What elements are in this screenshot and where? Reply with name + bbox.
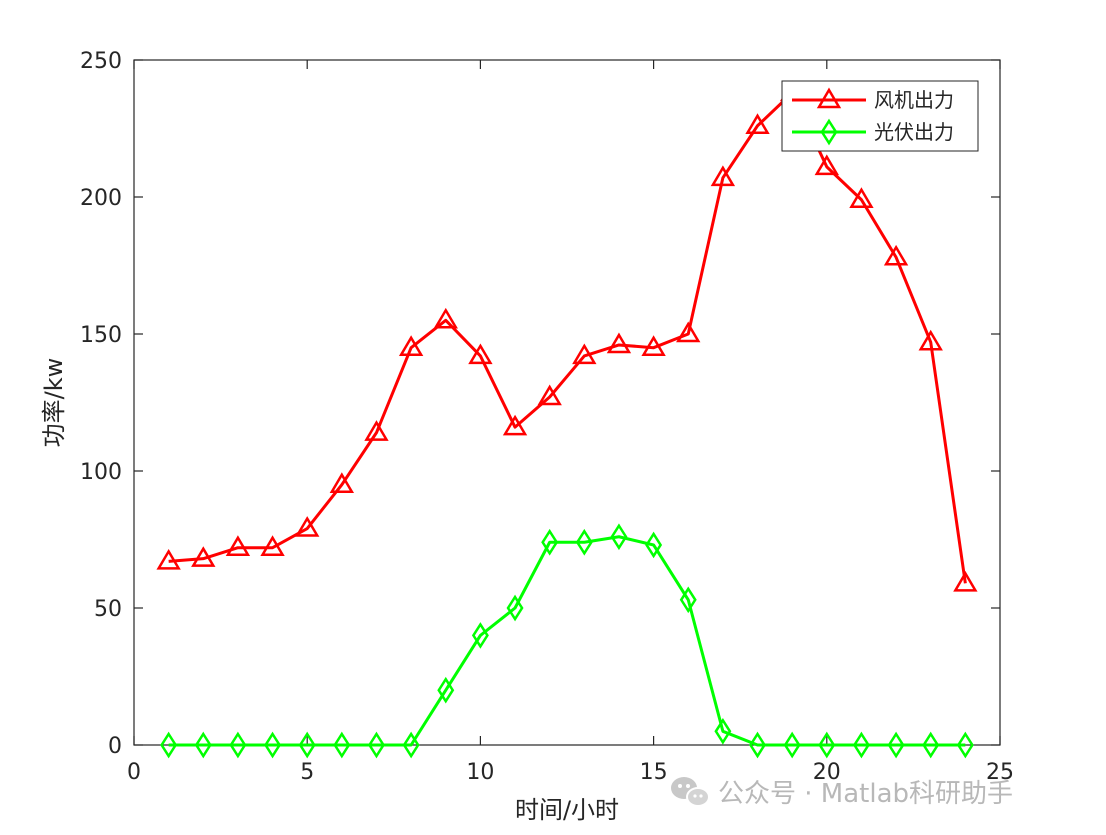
data-point [471, 622, 489, 649]
y-tick-label: 150 [80, 323, 122, 348]
y-tick-label: 200 [80, 186, 122, 211]
data-point [260, 535, 285, 556]
data-point [437, 676, 455, 704]
series-2 [160, 523, 974, 759]
data-point [610, 523, 628, 551]
data-point [229, 731, 247, 759]
data-point [852, 731, 870, 759]
data-point [194, 731, 212, 759]
data-point [679, 586, 697, 614]
plot-frame [133, 59, 1001, 746]
x-tick-label: 25 [986, 760, 1014, 785]
x-tick-label: 15 [640, 760, 668, 785]
data-point [918, 329, 943, 351]
data-point [298, 731, 316, 759]
data-point [783, 731, 801, 759]
data-point [433, 307, 458, 329]
data-point [883, 244, 909, 266]
y-axis-label: 功率/kw [40, 358, 68, 448]
watermark-text: 公众号 · Matlab科研助手 [718, 779, 1013, 809]
data-point [506, 594, 524, 622]
x-tick-label: 0 [127, 760, 141, 785]
series-1 [156, 80, 978, 592]
data-point [329, 472, 355, 493]
data-point [572, 343, 597, 365]
data-point [749, 731, 767, 759]
data-point [264, 731, 282, 759]
data-point [814, 154, 839, 176]
legend-label: 光伏出力 [874, 120, 954, 144]
data-point [225, 535, 251, 556]
series-layer [156, 80, 978, 759]
data-point [645, 531, 663, 559]
data-point [710, 165, 736, 187]
x-axis-ticks: 0 5 10 15 20 25 [127, 60, 1014, 785]
legend-box [781, 80, 979, 152]
watermark: 公众号 · Matlab科研助手 [671, 777, 1013, 809]
data-point [676, 321, 701, 343]
data-point [818, 731, 836, 759]
data-point [402, 731, 420, 759]
y-axis-ticks: 0 50 100 150 200 250 [80, 49, 1000, 759]
x-tick-label: 5 [300, 760, 314, 785]
legend-marker [816, 87, 842, 109]
data-point [849, 187, 874, 208]
x-tick-label: 20 [813, 760, 841, 785]
y-tick-label: 0 [108, 734, 122, 759]
legend-label: 风机出力 [874, 88, 954, 112]
data-point [295, 516, 320, 537]
data-point [541, 528, 559, 556]
data-point [367, 731, 385, 759]
legend-item: 风机出力 [792, 87, 954, 112]
data-point [641, 335, 666, 356]
data-point [606, 332, 632, 354]
plot-area [133, 59, 1001, 746]
data-point [398, 335, 424, 356]
data-point [468, 343, 493, 365]
y-tick-label: 50 [94, 597, 122, 622]
data-point [953, 570, 978, 592]
data-point [575, 528, 593, 556]
x-axis-label: 时间/小时 [515, 796, 619, 824]
x-tick-label: 10 [466, 760, 494, 785]
data-point [537, 384, 562, 406]
legend-item: 光伏出力 [792, 118, 954, 146]
y-tick-label: 100 [80, 460, 122, 485]
data-point [160, 731, 178, 759]
data-point [333, 731, 351, 759]
data-point [956, 731, 974, 759]
data-point [364, 420, 389, 441]
data-point [745, 113, 770, 135]
data-point [502, 414, 528, 436]
data-point [922, 731, 940, 759]
data-point [156, 548, 181, 570]
data-point [887, 731, 905, 759]
legend-marker [820, 118, 838, 146]
y-tick-label: 250 [80, 49, 122, 74]
series-line [168, 91, 967, 584]
data-point [714, 717, 732, 745]
wechat-icon [671, 777, 710, 807]
data-point [191, 546, 216, 567]
